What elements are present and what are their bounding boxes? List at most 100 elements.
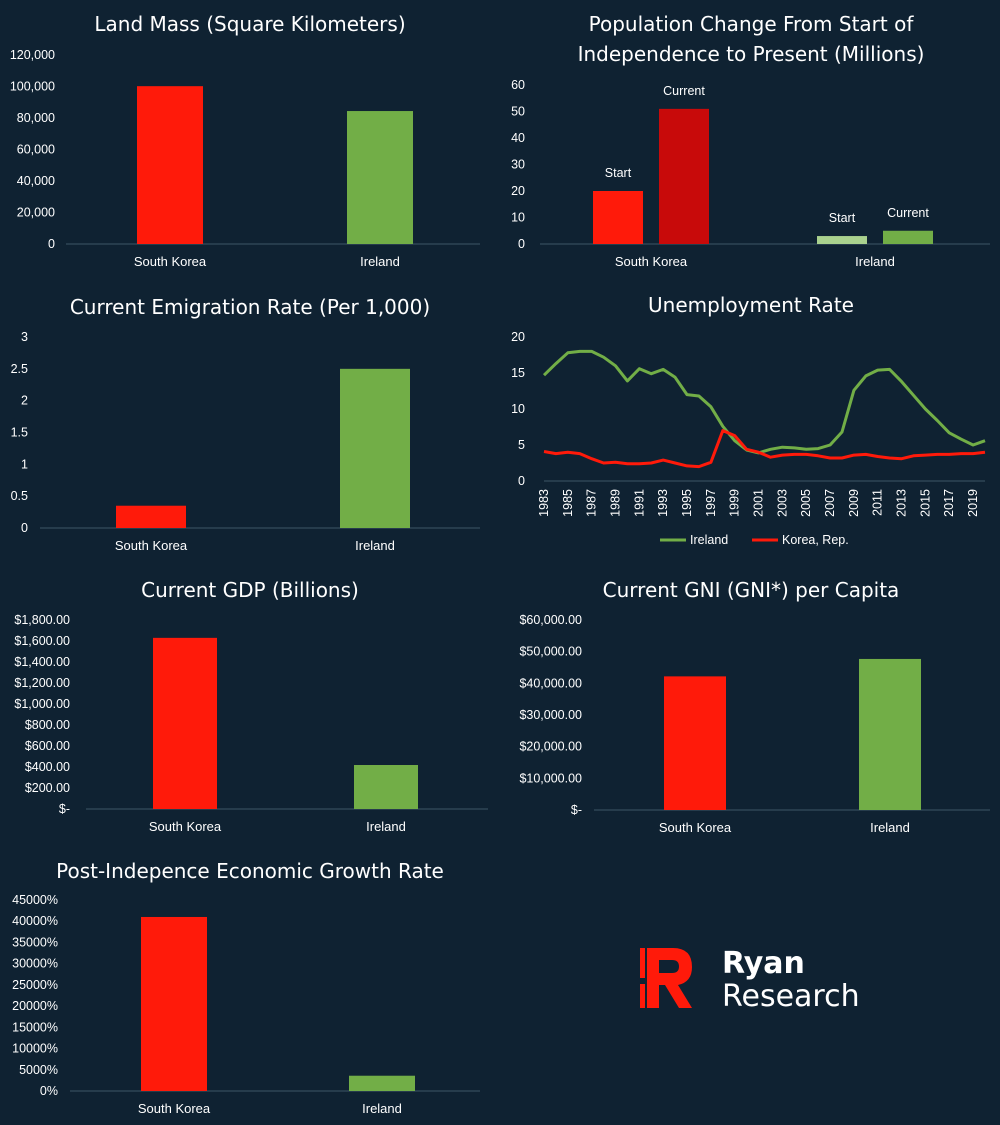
brand-name: Ryan (722, 946, 805, 981)
chart-title: Post-Indepence Economic Growth Rate (56, 859, 444, 883)
data-label: Current (887, 206, 929, 220)
y-tick-label: 10 (511, 211, 525, 225)
x-tick-label: 1999 (728, 489, 742, 517)
bar-ireland (349, 1075, 415, 1091)
y-tick-label: 2 (21, 394, 28, 408)
category-label: South Korea (615, 254, 688, 269)
y-tick-label: $800.00 (25, 718, 70, 732)
y-tick-label: 30 (511, 158, 525, 172)
legend-label: Ireland (690, 533, 728, 547)
y-tick-label: $1,000.00 (14, 697, 70, 711)
y-tick-label: $20,000.00 (519, 740, 582, 754)
x-tick-label: 1989 (609, 489, 623, 517)
category-label: South Korea (138, 1101, 211, 1116)
bar-ireland-start (817, 236, 867, 244)
bar-ireland (347, 111, 413, 244)
bar-south-korea-start (593, 191, 643, 244)
y-tick-label: 0 (21, 521, 28, 535)
bar-south-korea (116, 505, 186, 528)
y-tick-label: 60,000 (17, 143, 55, 157)
y-tick-label: 25000% (12, 978, 58, 992)
brand-logo: Ryan Research (640, 946, 860, 1014)
chart-pop: Population Change From Start of Independe… (511, 12, 990, 269)
y-tick-label: $- (59, 802, 70, 816)
brand-subtitle: Research (722, 979, 860, 1014)
bar-ireland-current (883, 230, 933, 244)
bar-south-korea (137, 86, 203, 244)
y-tick-label: $60,000.00 (519, 613, 582, 627)
y-tick-label: 10 (511, 402, 525, 416)
y-tick-label: 120,000 (10, 48, 55, 62)
x-tick-label: 1997 (704, 489, 718, 517)
chart-emig: Current Emigration Rate (Per 1,000) 0 0.5 1… (11, 295, 480, 553)
y-tick-label: 0% (40, 1084, 58, 1098)
y-tick-label: 20 (511, 330, 525, 344)
y-tick-label: 0 (518, 474, 525, 488)
y-tick-label: 0 (518, 237, 525, 251)
category-label: South Korea (659, 820, 732, 835)
bar-south-korea (141, 916, 207, 1091)
category-label: South Korea (134, 254, 207, 269)
x-tick-label: 1993 (656, 489, 670, 517)
y-tick-label: 0.5 (11, 489, 28, 503)
y-tick-label: 20 (511, 184, 525, 198)
bar-ireland (340, 368, 410, 528)
y-tick-label: $1,800.00 (14, 613, 70, 627)
y-tick-label: 1 (21, 457, 28, 471)
line-ireland (542, 349, 986, 455)
x-tick-label: 2007 (823, 489, 837, 517)
chart-gni: Current GNI (GNI*) per Capita $- $10,000.0… (519, 578, 990, 835)
y-tick-label: 45000% (12, 893, 58, 907)
y-tick-label: 3 (21, 330, 28, 344)
bar-south-korea-current (659, 108, 709, 244)
y-tick-label: $1,600.00 (14, 634, 70, 648)
legend-label: Korea, Rep. (782, 533, 849, 547)
y-tick-label: 10000% (12, 1042, 58, 1056)
bar-ireland (354, 765, 418, 809)
x-tick-label: 2001 (752, 489, 766, 517)
y-tick-label: 50 (511, 105, 525, 119)
x-tick-label: 1991 (632, 489, 646, 517)
y-tick-label: 15000% (12, 1020, 58, 1034)
x-tick-label: 1985 (561, 489, 575, 517)
y-tick-label: $40,000.00 (519, 676, 582, 690)
y-tick-label: 30000% (12, 957, 58, 971)
category-label: Ireland (360, 254, 400, 269)
category-label: South Korea (115, 538, 188, 553)
y-tick-label: 40 (511, 131, 525, 145)
chart-title: Current Emigration Rate (Per 1,000) (70, 295, 430, 319)
chart-title: Population Change From Start of (589, 12, 915, 36)
category-label: Ireland (855, 254, 895, 269)
y-tick-label: 1.5 (11, 426, 28, 440)
y-tick-label: 100,000 (10, 80, 55, 94)
category-label: Ireland (362, 1101, 402, 1116)
y-tick-label: $200.00 (25, 781, 70, 795)
y-tick-label: 15 (511, 366, 525, 380)
chart-title: Land Mass (Square Kilometers) (94, 12, 405, 36)
x-tick-label: 1987 (585, 489, 599, 517)
y-tick-label: 5000% (19, 1063, 58, 1077)
y-tick-label: $1,400.00 (14, 655, 70, 669)
chart-title: Independence to Present (Millions) (578, 42, 925, 66)
x-tick-label: 1983 (537, 489, 551, 517)
chart-title: Current GNI (GNI*) per Capita (603, 578, 900, 602)
x-tick-label: 2011 (871, 489, 885, 516)
x-tick-label: 2017 (942, 489, 956, 517)
y-tick-label: 2.5 (11, 362, 28, 376)
chart-unemp: Unemployment Rate 0 5 10 15 20 1983 1985 1987 198… (511, 293, 986, 547)
y-tick-label: $10,000.00 (519, 771, 582, 785)
x-tick-label: 2019 (966, 489, 980, 517)
x-tick-label: 2013 (895, 489, 909, 517)
y-tick-label: 40000% (12, 914, 58, 928)
bar-ireland (859, 658, 921, 810)
y-tick-label: $1,200.00 (14, 676, 70, 690)
y-tick-label: $400.00 (25, 760, 70, 774)
chart-title: Current GDP (Billions) (141, 578, 359, 602)
x-tick-label: 2003 (775, 489, 789, 517)
y-tick-label: 5 (518, 438, 525, 452)
category-label: Ireland (355, 538, 395, 553)
data-label: Start (605, 166, 632, 180)
y-tick-label: 35000% (12, 935, 58, 949)
bar-south-korea (664, 676, 726, 810)
